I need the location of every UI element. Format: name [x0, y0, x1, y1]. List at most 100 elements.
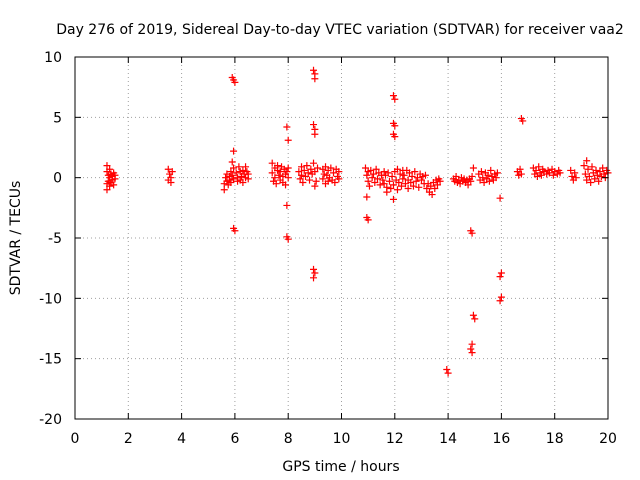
y-tick-label: -15 — [39, 352, 62, 368]
data-point — [276, 168, 284, 176]
x-tick-label: 8 — [284, 431, 293, 447]
data-point — [549, 171, 557, 179]
data-point — [556, 169, 564, 177]
data-point — [283, 123, 291, 131]
data-point — [415, 183, 423, 191]
data-point — [572, 174, 580, 182]
data-point — [363, 171, 371, 179]
data-point — [393, 186, 401, 194]
data-point — [111, 175, 119, 183]
data-point — [591, 175, 599, 183]
data-point — [493, 169, 501, 177]
data-point — [519, 117, 527, 125]
data-point — [271, 174, 279, 182]
data-point — [324, 177, 332, 185]
data-point — [587, 178, 595, 186]
y-tick-label: 10 — [44, 50, 62, 66]
data-point — [311, 130, 319, 138]
data-point — [468, 349, 476, 357]
data-point — [284, 164, 292, 172]
grid — [75, 57, 608, 419]
x-tick-label: 2 — [124, 431, 133, 447]
data-point — [295, 168, 303, 176]
data-point — [396, 170, 404, 178]
data-point — [110, 181, 118, 189]
data-point — [492, 174, 500, 182]
data-point — [581, 170, 589, 178]
data-point — [567, 166, 575, 174]
data-point — [468, 229, 476, 237]
data-point — [228, 158, 236, 166]
data-point — [365, 182, 373, 190]
data-point — [379, 176, 387, 184]
data-points — [103, 66, 612, 377]
data-point — [368, 174, 376, 182]
data-point — [311, 168, 319, 176]
data-point — [399, 175, 407, 183]
data-point — [106, 182, 114, 190]
data-point — [444, 369, 452, 377]
data-point — [284, 174, 292, 182]
data-point — [585, 172, 593, 180]
data-point — [372, 165, 380, 173]
data-point — [389, 195, 397, 203]
data-point — [363, 193, 371, 201]
data-point — [306, 176, 314, 184]
data-point — [310, 265, 318, 273]
data-point — [571, 169, 579, 177]
data-point — [310, 274, 318, 282]
data-point — [568, 172, 576, 180]
data-point — [471, 315, 479, 323]
data-point — [383, 188, 391, 196]
data-point — [373, 175, 381, 183]
x-tick-label: 6 — [230, 431, 239, 447]
x-axis-label: GPS time / hours — [282, 459, 399, 475]
data-point — [468, 172, 476, 180]
x-tick-label: 12 — [386, 431, 404, 447]
data-point — [391, 122, 399, 130]
data-point — [588, 163, 596, 171]
data-point — [312, 177, 320, 185]
data-point — [393, 165, 401, 173]
data-point — [371, 178, 379, 186]
data-point — [227, 168, 235, 176]
data-point — [168, 168, 176, 176]
data-point — [282, 181, 290, 189]
data-point — [391, 133, 399, 141]
data-point — [284, 136, 292, 144]
data-point — [376, 181, 384, 189]
data-point — [311, 269, 319, 277]
data-point — [496, 194, 504, 202]
data-point — [331, 178, 339, 186]
data-point — [307, 165, 315, 173]
data-point — [400, 171, 408, 179]
data-point — [467, 177, 475, 185]
data-point — [239, 166, 247, 174]
data-point — [230, 175, 238, 183]
chart-title: Day 276 of 2019, Sidereal Day-to-day VTE… — [56, 22, 624, 38]
data-point — [469, 164, 477, 172]
data-point — [283, 168, 291, 176]
data-point — [227, 178, 235, 186]
data-point — [361, 164, 369, 172]
data-point — [220, 186, 228, 194]
data-point — [423, 185, 431, 193]
data-point — [369, 170, 377, 178]
y-axis-label: SDTVAR / TECUs — [8, 181, 24, 296]
data-point — [497, 269, 505, 277]
data-point — [311, 75, 319, 83]
data-point — [467, 345, 475, 353]
data-point — [391, 95, 399, 103]
data-point — [583, 176, 591, 184]
data-point — [600, 170, 608, 178]
x-tick-label: 20 — [599, 431, 617, 447]
data-point — [388, 172, 396, 180]
data-point — [431, 185, 439, 193]
data-point — [537, 171, 545, 179]
data-point — [284, 235, 292, 243]
data-point — [411, 168, 419, 176]
data-point — [480, 178, 488, 186]
x-tick-label: 10 — [333, 431, 351, 447]
x-tick-label: 4 — [177, 431, 186, 447]
